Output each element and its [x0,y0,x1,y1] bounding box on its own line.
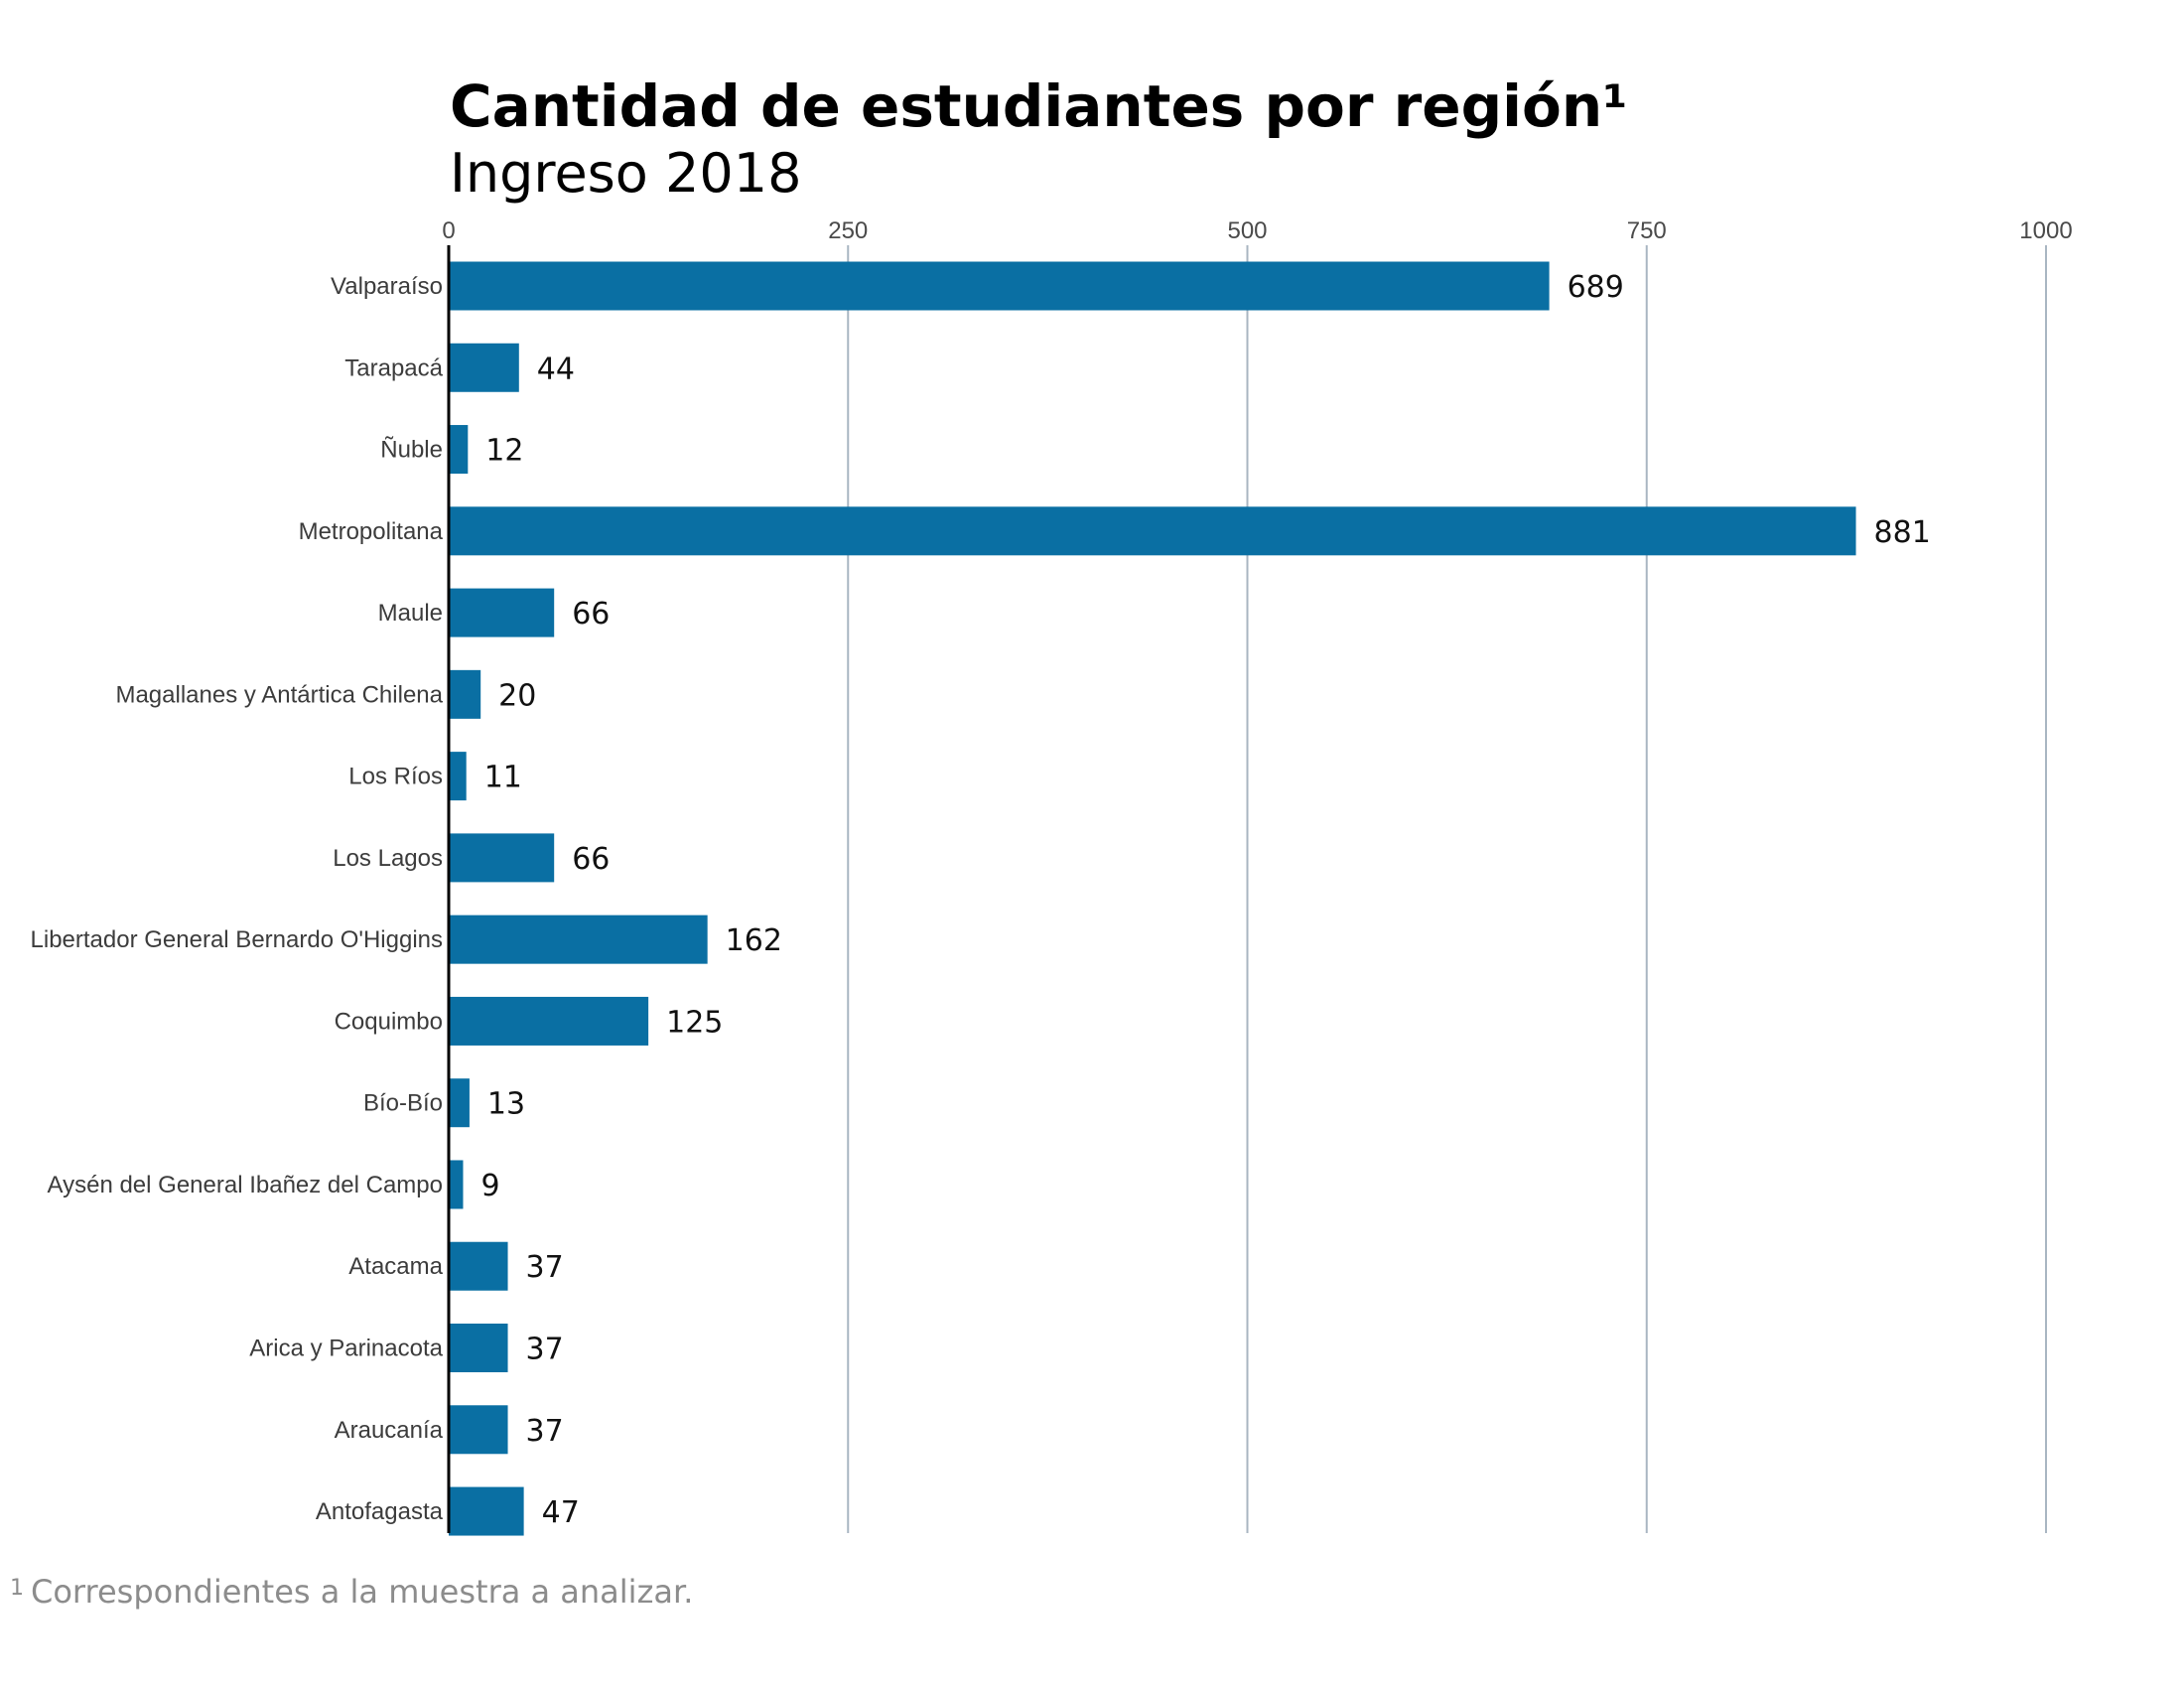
data-labels: 689 44 12 881 66 20 11 66 162 125 13 9 37 37 37 47 [480,270,1930,1530]
footnote-mark: 1 [10,1576,24,1601]
data-label: 689 [1568,270,1624,305]
bar [449,1160,464,1209]
bar [449,425,469,475]
category-label: Metropolitana [299,518,444,545]
bar [449,752,467,801]
x-tick-label: 1000 [2019,217,2072,244]
chart-subtitle: Ingreso 2018 [450,142,801,205]
x-tick-label: 0 [442,217,455,244]
category-label: Ñuble [380,437,443,464]
data-label: 66 [572,597,610,632]
category-labels: Valparaíso Tarapacá Ñuble Metropolitana Maul… [31,273,444,1525]
data-label: 44 [537,352,575,386]
category-label: Arica y Parinacota [249,1336,443,1362]
data-label: 37 [526,1250,564,1285]
bar [449,261,1550,311]
category-label: Tarapacá [344,354,443,381]
data-label: 162 [726,923,782,958]
category-label: Valparaíso [331,273,443,300]
bar [449,1486,524,1536]
bar [449,1078,470,1128]
category-label: Araucanía [335,1417,444,1444]
category-label: Magallanes y Antártica Chilena [115,681,443,708]
data-label: 47 [542,1495,580,1530]
data-label: 66 [572,842,610,877]
bar [449,588,555,637]
category-label: Coquimbo [335,1008,443,1035]
bar [449,669,481,719]
data-label: 12 [485,434,523,469]
chart-title: Cantidad de estudiantes por región¹ [450,72,1628,140]
category-label: Los Lagos [333,845,443,872]
data-label: 881 [1874,515,1931,550]
category-label: Antofagasta [316,1498,444,1525]
bar [449,506,1856,556]
data-label: 9 [480,1169,499,1203]
bar [449,833,555,883]
data-label: 37 [526,1333,564,1367]
bar [449,996,649,1046]
category-label: Maule [378,600,443,627]
category-label: Libertador General Bernardo O'Higgins [31,926,443,953]
bar [449,343,519,392]
bars [449,261,1856,1536]
gridlines [847,245,2047,1533]
bar [449,1241,508,1291]
category-label: Bío-Bío [363,1090,443,1117]
x-tick-label: 500 [1227,217,1267,244]
bar [449,1405,508,1455]
bar [449,914,708,964]
category-label: Aysén del General Ibañez del Campo [48,1172,443,1198]
data-label: 11 [484,761,522,795]
footnote: Correspondientes a la muestra a analizar… [31,1573,693,1611]
x-axis-ticks: 0 250 500 750 1000 [442,217,2072,244]
data-label: 125 [666,1005,723,1040]
bar [449,1324,508,1373]
x-tick-label: 750 [1627,217,1667,244]
category-label: Los Ríos [348,764,443,790]
category-label: Atacama [348,1253,443,1280]
x-tick-label: 250 [828,217,868,244]
data-label: 20 [498,678,536,713]
data-label: 13 [487,1087,525,1122]
data-label: 37 [526,1414,564,1449]
